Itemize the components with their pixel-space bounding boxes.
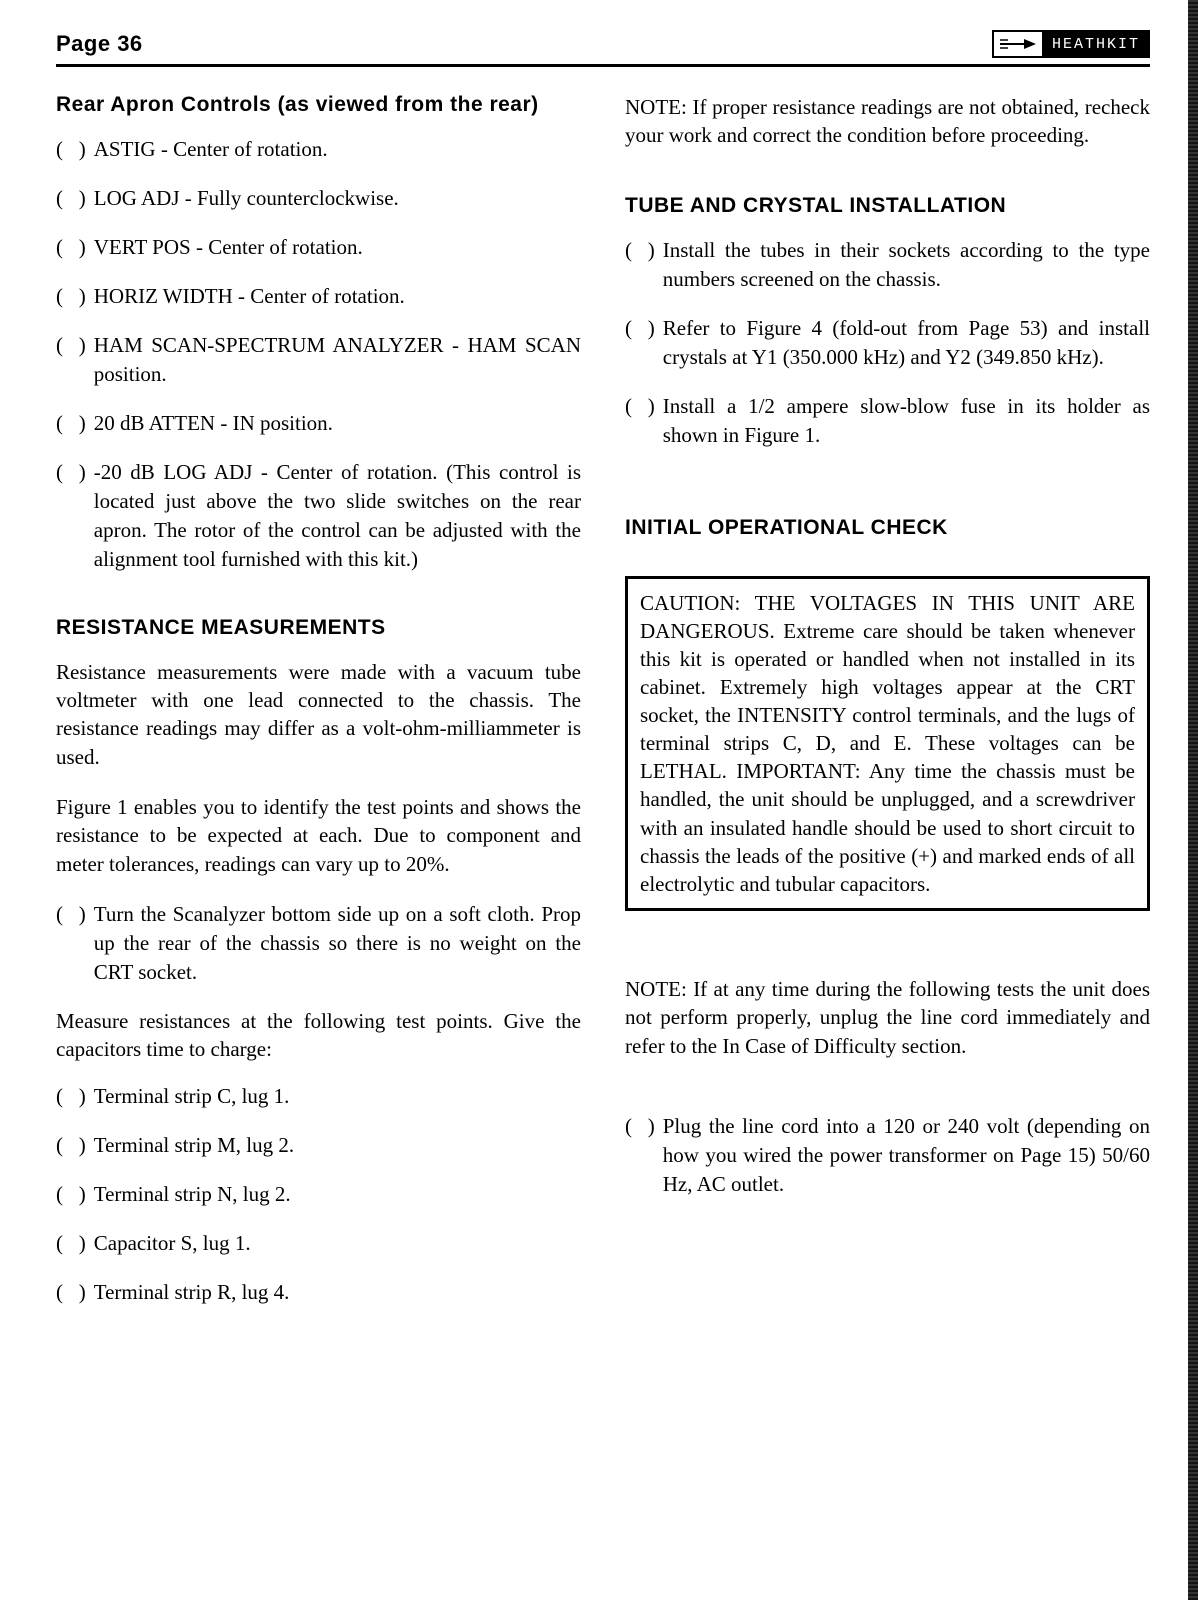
checklist-item: ( )LOG ADJ - Fully counterclockwise. — [56, 184, 581, 213]
checklist-text: ASTIG - Center of rotation. — [94, 135, 581, 164]
checklist-text: Install the tubes in their sockets accor… — [663, 236, 1150, 294]
section-title: TUBE AND CRYSTAL INSTALLATION — [625, 194, 1150, 218]
checkbox-marker[interactable]: ( ) — [56, 1131, 94, 1160]
note-paragraph: NOTE: If at any time during the followin… — [625, 975, 1150, 1060]
checklist-text: 20 dB ATTEN - IN position. — [94, 409, 581, 438]
checkbox-marker[interactable]: ( ) — [56, 1082, 94, 1111]
checkbox-marker[interactable]: ( ) — [625, 1112, 663, 1199]
checklist-text: Turn the Scanalyzer bottom side up on a … — [94, 900, 581, 987]
logo-icon — [994, 32, 1044, 56]
checklist-item: ( )Install a 1/2 ampere slow-blow fuse i… — [625, 392, 1150, 450]
section-title: RESISTANCE MEASUREMENTS — [56, 616, 581, 640]
checklist-item: ( )20 dB ATTEN - IN position. — [56, 409, 581, 438]
checklist-text: Refer to Figure 4 (fold-out from Page 53… — [663, 314, 1150, 372]
checklist-text: Terminal strip M, lug 2. — [94, 1131, 581, 1160]
checkbox-marker[interactable]: ( ) — [56, 900, 94, 987]
checklist-item: ( )Terminal strip C, lug 1. — [56, 1082, 581, 1111]
checkbox-marker[interactable]: ( ) — [56, 331, 94, 389]
section-title: INITIAL OPERATIONAL CHECK — [625, 516, 1150, 540]
checklist-text: Plug the line cord into a 120 or 240 vol… — [663, 1112, 1150, 1199]
paragraph: Measure resistances at the following tes… — [56, 1007, 581, 1064]
checkbox-marker[interactable]: ( ) — [56, 1229, 94, 1258]
section-title: Rear Apron Controls (as viewed from the … — [56, 93, 581, 117]
checklist-item: ( )Terminal strip R, lug 4. — [56, 1278, 581, 1307]
checkbox-marker[interactable]: ( ) — [56, 282, 94, 311]
checkbox-marker[interactable]: ( ) — [56, 458, 94, 574]
page-number: Page 36 — [56, 31, 143, 57]
checklist-text: HAM SCAN-SPECTRUM ANALYZER - HAM SCAN po… — [94, 331, 581, 389]
page-header: Page 36 HEATHKIT — [56, 30, 1150, 67]
note-paragraph: NOTE: If proper resistance readings are … — [625, 93, 1150, 150]
checklist-text: Capacitor S, lug 1. — [94, 1229, 581, 1258]
caution-box: CAUTION: THE VOLTAGES IN THIS UNIT ARE D… — [625, 576, 1150, 911]
left-column: Rear Apron Controls (as viewed from the … — [56, 93, 581, 1327]
paragraph: Resistance measurements were made with a… — [56, 658, 581, 771]
checklist-item: ( )Terminal strip N, lug 2. — [56, 1180, 581, 1209]
checklist-item: ( )VERT POS - Center of rotation. — [56, 233, 581, 262]
checklist-text: Install a 1/2 ampere slow-blow fuse in i… — [663, 392, 1150, 450]
brand-text: HEATHKIT — [1044, 32, 1148, 56]
checklist-text: VERT POS - Center of rotation. — [94, 233, 581, 262]
checklist-item: ( )Install the tubes in their sockets ac… — [625, 236, 1150, 294]
checkbox-marker[interactable]: ( ) — [56, 1180, 94, 1209]
checklist-item: ( )Capacitor S, lug 1. — [56, 1229, 581, 1258]
checkbox-marker[interactable]: ( ) — [56, 233, 94, 262]
checkbox-marker[interactable]: ( ) — [56, 135, 94, 164]
checklist-text: HORIZ WIDTH - Center of rotation. — [94, 282, 581, 311]
right-column: NOTE: If proper resistance readings are … — [625, 93, 1150, 1327]
checklist-item: ( )-20 dB LOG ADJ - Center of rotation. … — [56, 458, 581, 574]
content-columns: Rear Apron Controls (as viewed from the … — [56, 93, 1150, 1327]
checklist-item: ( )Turn the Scanalyzer bottom side up on… — [56, 900, 581, 987]
checklist-text: Terminal strip C, lug 1. — [94, 1082, 581, 1111]
checklist-text: Terminal strip R, lug 4. — [94, 1278, 581, 1307]
checklist-item: ( )HAM SCAN-SPECTRUM ANALYZER - HAM SCAN… — [56, 331, 581, 389]
brand-logo: HEATHKIT — [992, 30, 1150, 58]
scan-edge-artifact — [1188, 0, 1198, 1600]
checklist-item: ( )ASTIG - Center of rotation. — [56, 135, 581, 164]
checkbox-marker[interactable]: ( ) — [625, 314, 663, 372]
checkbox-marker[interactable]: ( ) — [56, 409, 94, 438]
paragraph: Figure 1 enables you to identify the tes… — [56, 793, 581, 878]
checklist-item: ( )HORIZ WIDTH - Center of rotation. — [56, 282, 581, 311]
checklist-item: ( )Plug the line cord into a 120 or 240 … — [625, 1112, 1150, 1199]
checklist-text: -20 dB LOG ADJ - Center of rotation. (Th… — [94, 458, 581, 574]
checkbox-marker[interactable]: ( ) — [56, 184, 94, 213]
checklist-text: LOG ADJ - Fully counterclockwise. — [94, 184, 581, 213]
checkbox-marker[interactable]: ( ) — [56, 1278, 94, 1307]
checklist-item: ( )Terminal strip M, lug 2. — [56, 1131, 581, 1160]
checklist-text: Terminal strip N, lug 2. — [94, 1180, 581, 1209]
checkbox-marker[interactable]: ( ) — [625, 236, 663, 294]
checklist-item: ( )Refer to Figure 4 (fold-out from Page… — [625, 314, 1150, 372]
checkbox-marker[interactable]: ( ) — [625, 392, 663, 450]
